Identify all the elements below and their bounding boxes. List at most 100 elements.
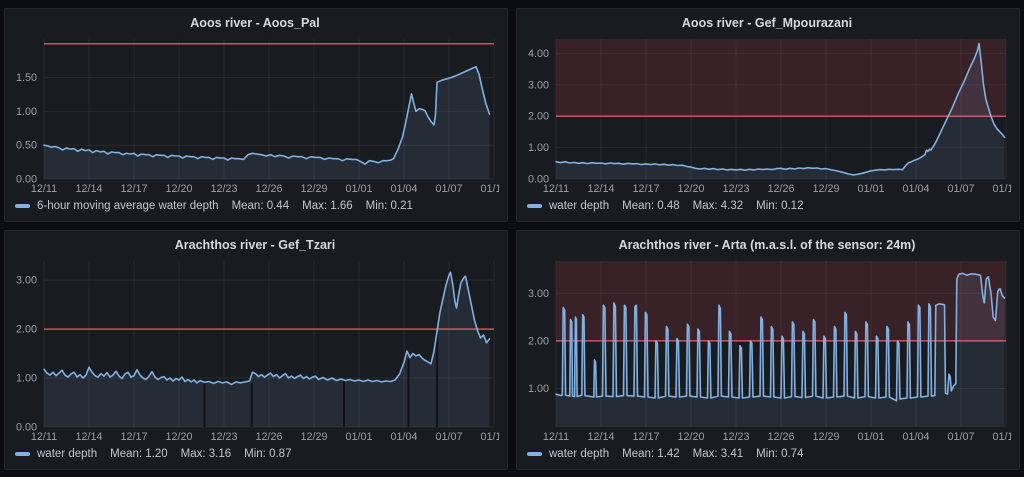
legend-series-toggle[interactable]: water depth bbox=[527, 448, 609, 460]
series-color-swatch[interactable] bbox=[527, 452, 542, 456]
legend-stat-max: Max: 3.41 bbox=[692, 448, 744, 460]
chart-aoos-pal[interactable]: 0.00 0.50 1.00 1.50 12/11 12/14 12/17 12/20 12/2… bbox=[11, 33, 499, 196]
x-tick-label: 01/04 bbox=[390, 431, 417, 443]
x-tick-label: 01/01 bbox=[857, 431, 884, 443]
x-tick-label: 12/29 bbox=[812, 431, 839, 443]
x-tick-label: 01/07 bbox=[947, 183, 974, 195]
y-tick-label: 0.00 bbox=[16, 174, 37, 186]
x-tick-label: 01/10 bbox=[992, 431, 1011, 443]
legend-stat-min: Min: 0.12 bbox=[756, 200, 804, 212]
legend-series-toggle[interactable]: 6-hour moving average water depth bbox=[15, 200, 219, 212]
panel-title-arta[interactable]: Arachthos river - Arta (m.a.s.l. of the … bbox=[618, 238, 916, 252]
legend-stat-min: Min: 0.87 bbox=[244, 448, 292, 460]
x-tick-label: 12/11 bbox=[543, 183, 569, 195]
x-tick-label: 12/20 bbox=[165, 431, 192, 443]
series-line[interactable] bbox=[43, 271, 491, 386]
panel-gef-mpourazani: Aoos river - Gef_Mpourazani 0.00 1.00 2.00… bbox=[516, 8, 1020, 222]
timeseries-plot[interactable]: 0.00 1.00 2.00 3.00 12/11 12/14 12/17 12/20 12/2… bbox=[11, 255, 499, 444]
series-line[interactable] bbox=[555, 42, 1006, 176]
legend-arta: water depth Mean: 1.42 Max: 3.41 Min: 0.… bbox=[523, 444, 1011, 464]
x-tick-label: 01/07 bbox=[435, 183, 462, 195]
x-tick-label: 01/01 bbox=[345, 183, 372, 195]
threshold-region bbox=[556, 39, 1006, 117]
x-tick-label: 12/14 bbox=[75, 183, 102, 195]
legend-stat-mean: Mean: 1.42 bbox=[622, 448, 680, 460]
series-label[interactable]: water depth bbox=[37, 448, 98, 460]
x-tick-label: 12/17 bbox=[632, 431, 659, 443]
legend-series-toggle[interactable]: water depth bbox=[527, 200, 609, 212]
x-tick-label: 12/26 bbox=[767, 431, 794, 443]
x-tick-label: 12/17 bbox=[632, 183, 659, 195]
timeseries-plot[interactable]: 0.00 1.00 2.00 3.00 4.00 12/11 12/14 12/17 12/20… bbox=[523, 33, 1011, 196]
y-tick-label: 3.00 bbox=[16, 275, 37, 287]
x-tick-label: 01/07 bbox=[435, 431, 462, 443]
x-tick-label: 12/23 bbox=[722, 183, 749, 195]
x-tick-label: 12/23 bbox=[722, 431, 749, 443]
x-tick-label: 12/17 bbox=[120, 431, 147, 443]
legend-series-toggle[interactable]: water depth bbox=[15, 448, 97, 460]
y-tick-label: 2.00 bbox=[16, 324, 37, 336]
legend-stat-mean: Mean: 1.20 bbox=[110, 448, 168, 460]
x-tick-label: 12/26 bbox=[255, 431, 282, 443]
x-tick-label: 12/26 bbox=[767, 183, 794, 195]
x-tick-label: 12/14 bbox=[587, 183, 614, 195]
panel-title-aoos-pal[interactable]: Aoos river - Aoos_Pal bbox=[190, 16, 320, 30]
x-tick-label: 12/14 bbox=[587, 431, 614, 443]
y-tick-label: 1.50 bbox=[16, 72, 37, 84]
series-label[interactable]: water depth bbox=[549, 448, 610, 460]
legend-stat-mean: Mean: 0.48 bbox=[622, 200, 680, 212]
legend-stat-max: Max: 1.66 bbox=[302, 200, 353, 212]
y-tick-label: 0.00 bbox=[16, 422, 37, 434]
series-color-swatch[interactable] bbox=[527, 204, 542, 208]
legend-aoos-pal: 6-hour moving average water depth Mean: … bbox=[11, 196, 499, 216]
timeseries-plot[interactable]: 1.00 2.00 3.00 12/11 12/14 12/17 12/20 12/23 12/… bbox=[523, 255, 1011, 444]
series-label[interactable]: water depth bbox=[549, 200, 610, 212]
x-tick-label: 12/26 bbox=[255, 183, 282, 195]
x-tick-label: 12/23 bbox=[210, 431, 237, 443]
x-tick-label: 01/01 bbox=[345, 431, 372, 443]
x-tick-label: 12/20 bbox=[165, 183, 192, 195]
series-line[interactable] bbox=[555, 272, 1006, 402]
x-tick-label: 01/01 bbox=[857, 183, 884, 195]
x-tick-label: 12/29 bbox=[300, 183, 327, 195]
y-tick-label: 1.00 bbox=[16, 373, 37, 385]
x-tick-label: 12/11 bbox=[543, 431, 569, 443]
panel-title-gef-mpourazani[interactable]: Aoos river - Gef_Mpourazani bbox=[681, 16, 853, 30]
y-tick-label: 0.00 bbox=[528, 174, 549, 186]
legend-gef-tzari: water depth Mean: 1.20 Max: 3.16 Min: 0.… bbox=[11, 444, 499, 464]
panel-aoos-pal: Aoos river - Aoos_Pal 0.00 0.50 1.00 1.50 12… bbox=[4, 8, 508, 222]
series-area-fill bbox=[44, 272, 490, 427]
chart-arta[interactable]: 1.00 2.00 3.00 12/11 12/14 12/17 12/20 12/23 12/… bbox=[523, 255, 1011, 444]
legend-stat-mean: Mean: 0.44 bbox=[231, 200, 290, 212]
y-tick-label: 3.00 bbox=[528, 288, 549, 300]
x-tick-label: 12/20 bbox=[677, 431, 704, 443]
chart-gef-mpourazani[interactable]: 0.00 1.00 2.00 3.00 4.00 12/11 12/14 12/17 12/20… bbox=[523, 33, 1011, 196]
chart-gef-tzari[interactable]: 0.00 1.00 2.00 3.00 12/11 12/14 12/17 12/20 12/2… bbox=[11, 255, 499, 444]
x-tick-label: 12/14 bbox=[75, 431, 102, 443]
x-tick-label: 12/17 bbox=[120, 183, 147, 195]
legend-stat-min: Min: 0.21 bbox=[365, 200, 413, 212]
series-color-swatch[interactable] bbox=[15, 204, 30, 208]
panel-title-gef-tzari[interactable]: Arachthos river - Gef_Tzari bbox=[174, 238, 336, 252]
x-tick-label: 12/20 bbox=[677, 183, 704, 195]
timeseries-plot[interactable]: 0.00 0.50 1.00 1.50 12/11 12/14 12/17 12/20 12/2… bbox=[11, 33, 499, 196]
x-tick-label: 01/10 bbox=[480, 183, 499, 195]
x-tick-label: 01/10 bbox=[480, 431, 499, 443]
y-tick-label: 0.50 bbox=[16, 140, 37, 152]
legend-stat-max: Max: 3.16 bbox=[180, 448, 232, 460]
x-tick-label: 01/04 bbox=[902, 183, 929, 195]
x-tick-label: 01/07 bbox=[947, 431, 974, 443]
y-tick-label: 1.00 bbox=[528, 383, 549, 395]
series-label[interactable]: 6-hour moving average water depth bbox=[37, 200, 219, 212]
x-tick-label: 12/11 bbox=[31, 183, 57, 195]
x-tick-label: 01/04 bbox=[390, 183, 417, 195]
legend-gef-mpourazani: water depth Mean: 0.48 Max: 4.32 Min: 0.… bbox=[523, 196, 1011, 216]
series-area-fill bbox=[556, 43, 1005, 180]
x-tick-label: 12/11 bbox=[31, 431, 57, 443]
series-area-fill bbox=[44, 66, 490, 179]
y-tick-label: 4.00 bbox=[528, 48, 549, 60]
series-line[interactable] bbox=[43, 65, 491, 165]
series-color-swatch[interactable] bbox=[15, 452, 30, 456]
y-tick-label: 3.00 bbox=[528, 79, 549, 91]
y-tick-label: 1.00 bbox=[528, 142, 549, 154]
